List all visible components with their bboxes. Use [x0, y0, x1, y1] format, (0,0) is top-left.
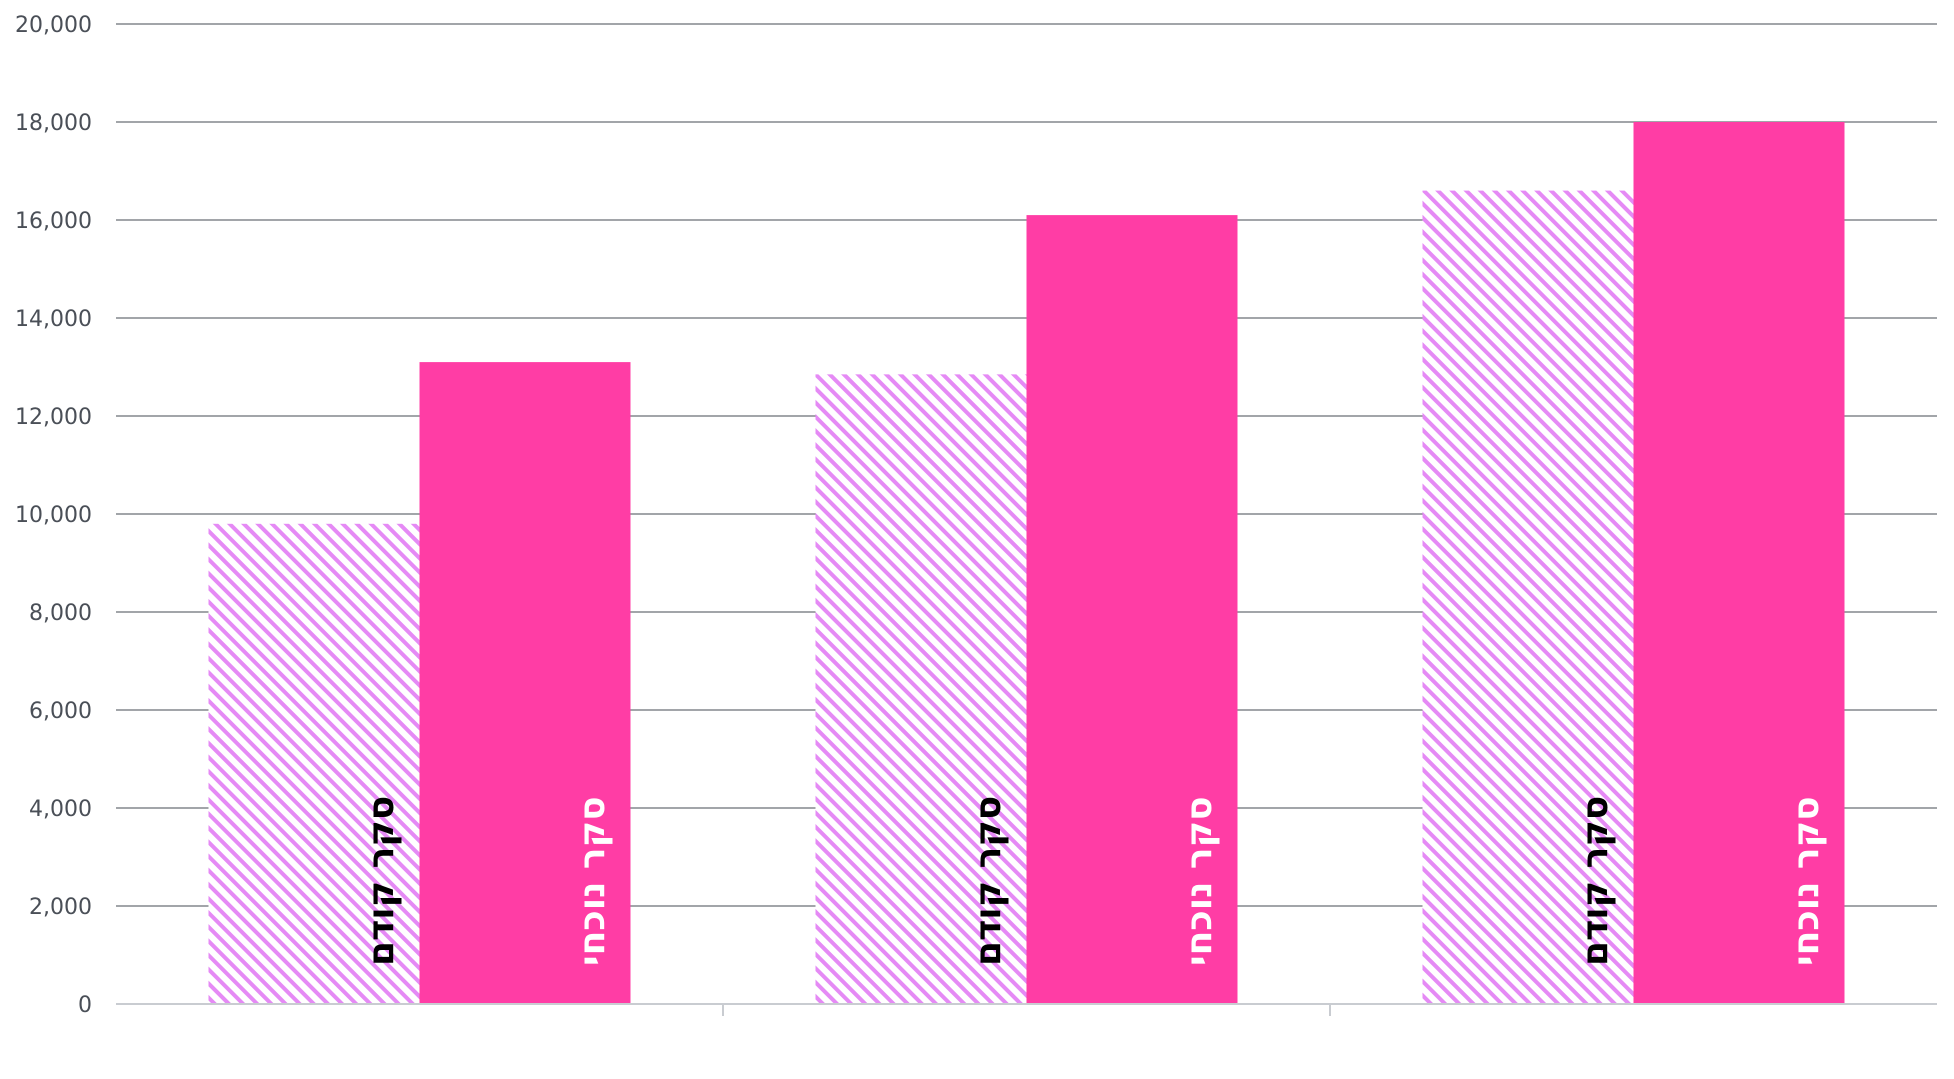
- y-tick-label: 14,000: [15, 307, 92, 332]
- y-tick-label: 4,000: [29, 797, 92, 822]
- y-tick-label: 12,000: [15, 405, 92, 430]
- bar: [815, 374, 1027, 1005]
- x-axis: [116, 1003, 1937, 1016]
- y-tick-label: 0: [78, 993, 92, 1018]
- bar: [1026, 215, 1238, 1005]
- bar: [1422, 190, 1634, 1005]
- bar-series-label: סקר נוכחי: [1786, 796, 1827, 966]
- bars: סקר קודם סקר נוכחי סקר קודם סקר נוכחי סקר קו…: [208, 122, 1845, 1005]
- bar: [208, 523, 420, 1004]
- bar-series-label: סקר קודם: [1575, 796, 1616, 966]
- bar-series-label: סקר נוכחי: [1179, 796, 1220, 966]
- y-tick-label: 20,000: [15, 13, 92, 38]
- y-tick-label: 18,000: [15, 111, 92, 136]
- y-tick-label: 2,000: [29, 895, 92, 920]
- y-axis: 0 2,000 4,000 6,000 8,000 10,000 12,000 14,000 1…: [15, 13, 92, 1018]
- y-tick-label: 8,000: [29, 601, 92, 626]
- y-tick-label: 6,000: [29, 699, 92, 724]
- bar-series-label: סקר קודם: [361, 796, 402, 966]
- bar-series-label: סקר קודם: [968, 796, 1009, 966]
- bar: [419, 362, 631, 1005]
- bar: [1633, 122, 1845, 1004]
- bar-series-label: סקר נוכחי: [572, 796, 613, 966]
- y-tick-label: 10,000: [15, 503, 92, 528]
- y-tick-label: 16,000: [15, 209, 92, 234]
